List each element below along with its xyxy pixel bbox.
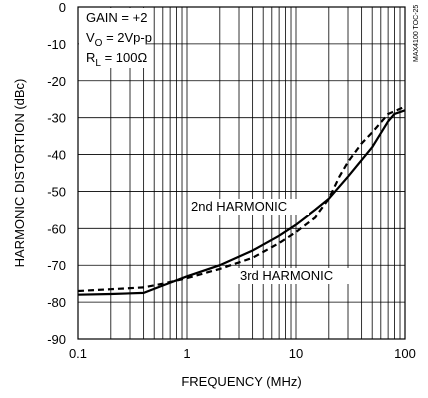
y-tick-label: -40 — [47, 148, 66, 163]
annotation-2nd-bg — [189, 199, 309, 215]
x-axis-label: FREQUENCY (MHz) — [181, 374, 301, 389]
y-tick-label: -70 — [47, 258, 66, 273]
x-tick-label: 10 — [289, 346, 303, 361]
series-2nd-harmonic-line — [77, 109, 406, 296]
y-tick-label: 0 — [59, 0, 66, 15]
condition-vout: VO = 2Vp-p — [86, 30, 152, 49]
conditions-box — [79, 8, 147, 68]
rload-subscript: L — [95, 58, 101, 69]
vout-subscript: O — [95, 38, 103, 49]
x-tick-label: 100 — [394, 346, 416, 361]
condition-gain: GAIN = +2 — [86, 10, 147, 25]
annotation-2nd-harmonic: 2nd HARMONIC — [191, 199, 287, 214]
annotation-3rd-bg — [238, 268, 352, 284]
x-tick-label: 1 — [183, 346, 190, 361]
condition-rload: RL = 100Ω — [86, 50, 147, 69]
y-axis-label: HARMONIC DISTORTION (dBc) — [12, 79, 27, 268]
x-tick-label: 0.1 — [69, 346, 87, 361]
vout-value: = 2Vp-p — [102, 30, 152, 45]
rload-symbol: R — [86, 50, 95, 65]
annotation-3rd-harmonic: 3rd HARMONIC — [240, 268, 333, 283]
y-tick-label: -50 — [47, 184, 66, 199]
figure-code: MAX4100 TOC-25 — [413, 5, 420, 62]
plot-frame — [77, 6, 406, 340]
x-tick-labels: 0.1 1 10 100 — [69, 346, 416, 361]
rload-value: = 100Ω — [101, 50, 148, 65]
y-tick-label: -80 — [47, 295, 66, 310]
y-tick-label: -30 — [47, 111, 66, 126]
y-tick-label: -20 — [47, 74, 66, 89]
y-tick-label: -60 — [47, 221, 66, 236]
series-layer — [77, 105, 406, 296]
vout-symbol: V — [86, 30, 95, 45]
y-tick-labels: 0 -10 -20 -30 -40 -50 -60 -70 -80 -90 — [47, 0, 66, 347]
y-tick-label: -90 — [47, 332, 66, 347]
y-tick-label: -10 — [47, 37, 66, 52]
